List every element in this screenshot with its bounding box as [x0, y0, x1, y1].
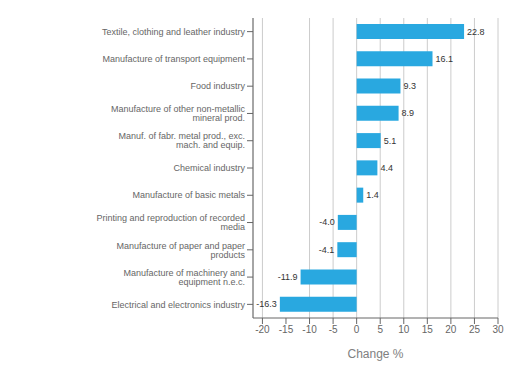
svg-text:Textile, clothing and leather: Textile, clothing and leather industry: [102, 27, 246, 37]
svg-text:Printing and reproduction of r: Printing and reproduction of recordedmed…: [96, 213, 245, 232]
svg-text:Manufacture of basic metals: Manufacture of basic metals: [132, 190, 245, 200]
svg-text:-4.0: -4.0: [319, 217, 335, 227]
svg-text:20: 20: [445, 324, 457, 335]
svg-text:Chemical industry: Chemical industry: [173, 163, 245, 173]
svg-text:Change %: Change %: [347, 347, 403, 361]
svg-text:4.4: 4.4: [380, 163, 393, 173]
svg-text:-10: -10: [302, 324, 317, 335]
svg-text:-20: -20: [255, 324, 270, 335]
svg-text:5: 5: [377, 324, 383, 335]
svg-text:0: 0: [354, 324, 360, 335]
svg-text:15: 15: [422, 324, 434, 335]
svg-text:Manuf. of fabr. metal prod., e: Manuf. of fabr. metal prod., exc.mach. a…: [118, 131, 245, 150]
svg-text:Manufacture of machinery andeq: Manufacture of machinery andequipment n.…: [123, 268, 245, 287]
svg-text:22.8: 22.8: [467, 27, 485, 37]
svg-text:30: 30: [492, 324, 504, 335]
svg-text:10: 10: [398, 324, 410, 335]
svg-text:-4.1: -4.1: [319, 245, 335, 255]
svg-text:5.1: 5.1: [384, 136, 397, 146]
svg-text:16.1: 16.1: [436, 54, 454, 64]
svg-text:Food industry: Food industry: [190, 81, 245, 91]
svg-text:-5: -5: [329, 324, 338, 335]
svg-text:Manufacture of other non-metal: Manufacture of other non-metallicmineral…: [111, 104, 246, 123]
svg-text:Electrical and electronics ind: Electrical and electronics industry: [111, 300, 245, 310]
svg-text:9.3: 9.3: [403, 81, 416, 91]
svg-text:1.4: 1.4: [366, 190, 379, 200]
svg-text:-16.3: -16.3: [256, 299, 277, 309]
svg-text:-15: -15: [279, 324, 294, 335]
svg-text:25: 25: [469, 324, 481, 335]
svg-text:Manufacture of paper and paper: Manufacture of paper and paperproducts: [116, 241, 245, 260]
svg-text:Manufacture of transport equip: Manufacture of transport equipment: [102, 54, 245, 64]
svg-text:-11.9: -11.9: [278, 272, 298, 282]
svg-text:8.9: 8.9: [402, 108, 415, 118]
